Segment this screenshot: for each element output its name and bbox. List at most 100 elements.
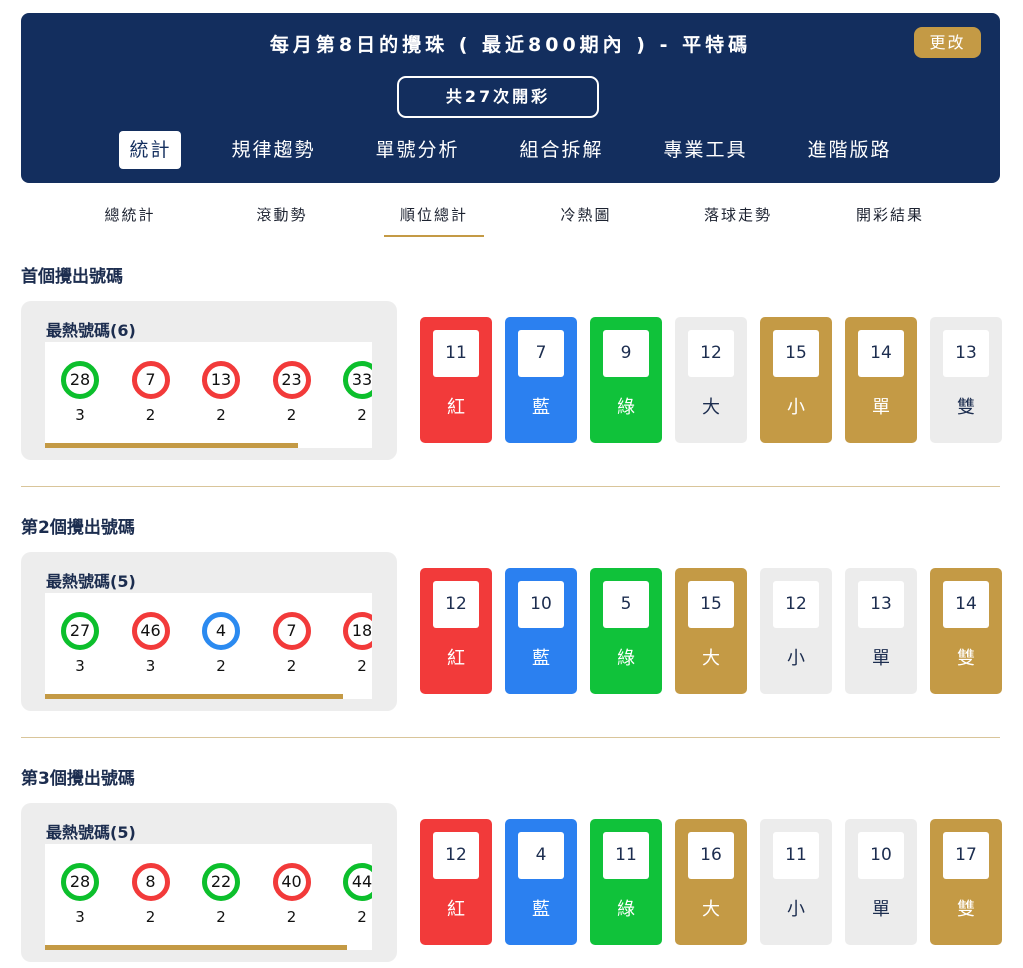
ball-count: 3 [75,406,85,424]
stat-value: 13 [858,581,904,628]
ball: 4 [202,612,240,650]
stat-card: 10 藍 [505,568,577,694]
ball: 33 [343,361,372,399]
tab[interactable]: 單號分析 [375,139,460,161]
stat-value: 10 [858,832,904,879]
tab[interactable]: 組合拆解 [519,139,604,161]
stat-value: 11 [773,832,819,879]
subtab[interactable]: 滾動勢 [256,206,308,224]
ball: 27 [61,612,99,650]
stat-value: 7 [518,330,564,377]
tab-bar: 統計 規律趨勢 單號分析 組合拆解 專業工具 進階版路 [21,131,1000,169]
stat-card: 10 單 [845,819,917,945]
ball-count: 3 [75,908,85,926]
tab[interactable]: 專業工具 [663,139,748,161]
ball-count: 2 [216,657,226,675]
stat-card: 15 小 [760,317,832,443]
ball-count: 2 [216,406,226,424]
change-button[interactable]: 更改 [914,27,981,58]
ball: 13 [202,361,240,399]
ball-count: 2 [286,406,297,424]
stat-card: 11 綠 [590,819,662,945]
stat-label: 小 [787,899,805,920]
stat-label: 藍 [532,899,550,920]
ball: 23 [272,361,311,399]
stat-value: 15 [773,330,819,377]
stat-label: 小 [787,397,805,418]
stat-value: 12 [433,581,479,628]
stat-card: 12 大 [675,317,747,443]
ball: 28 [61,361,99,399]
stat-card: 14 雙 [930,568,1002,694]
ball: 40 [272,863,311,901]
stat-card: 11 小 [760,819,832,945]
header: 每月第8日的攪珠 ( 最近800期內 ) - 平特碼 更改 共27次開彩 統計 規… [21,13,1000,183]
stat-value: 14 [943,581,989,628]
stat-value: 12 [773,581,819,628]
ball-list: 27 3 46 3 4 2 7 2 18 2 [45,593,372,699]
ball: 46 [131,612,170,650]
tab[interactable]: 統計 [119,131,182,169]
stat-label: 小 [787,648,805,669]
section-title: 首個攪出號碼 [21,267,123,287]
ball: 18 [343,612,372,650]
ball-count: 2 [357,406,367,424]
stat-value: 5 [603,581,649,628]
stat-card: 13 雙 [930,317,1002,443]
ball-count: 3 [145,657,156,675]
subtab[interactable]: 總統計 [104,206,156,224]
stat-label: 藍 [532,397,550,418]
stat-card: 14 單 [845,317,917,443]
stat-value: 13 [943,330,989,377]
stat-value: 16 [688,832,734,879]
stat-label: 雙 [957,648,975,669]
hot-label: 最熱號碼(5) [46,572,136,591]
ball-count: 2 [286,657,297,675]
stat-value: 10 [518,581,564,628]
stat-label: 藍 [532,648,550,669]
stat-value: 12 [433,832,479,879]
ball-list: 28 3 8 2 22 2 40 2 44 2 [45,844,372,950]
tab[interactable]: 規律趨勢 [231,139,316,161]
ball-count: 2 [286,908,297,926]
stat-value: 17 [943,832,989,879]
hot-panel: 最熱號碼(6) 28 3 7 2 13 2 23 2 33 2 [21,301,397,460]
stat-card: 15 大 [675,568,747,694]
stat-label: 大 [702,899,720,920]
stat-card: 12 紅 [420,819,492,945]
stat-label: 單 [872,899,890,920]
stat-label: 大 [702,397,720,418]
stat-label: 紅 [447,397,465,418]
ball-count: 2 [357,657,367,675]
ball: 7 [272,612,311,650]
scroll-bar [45,694,343,699]
subtab[interactable]: 開彩結果 [855,206,924,224]
subtab[interactable]: 冷熱圖 [560,206,612,224]
divider [21,737,1000,738]
stat-value: 14 [858,330,904,377]
stat-label: 紅 [447,899,465,920]
stat-card: 12 紅 [420,568,492,694]
stat-value: 9 [603,330,649,377]
stat-cards: 11 紅 7 藍 9 綠 12 大 15 小 14 單 13 雙 [420,317,1002,443]
stat-card: 12 小 [760,568,832,694]
ball: 28 [61,863,99,901]
ball-count: 2 [216,908,226,926]
subtab[interactable]: 落球走勢 [703,206,772,224]
section-title: 第3個攪出號碼 [21,769,135,789]
ball: 22 [202,863,240,901]
tab[interactable]: 進階版路 [807,139,892,161]
ball: 8 [131,863,170,901]
stat-value: 11 [433,330,479,377]
stat-label: 單 [872,397,890,418]
hot-label: 最熱號碼(6) [46,321,136,340]
subtab[interactable]: 順位總計 [384,202,484,237]
stat-value: 15 [688,581,734,628]
ball-count: 2 [145,908,156,926]
stat-value: 11 [603,832,649,879]
ball-count: 2 [357,908,367,926]
